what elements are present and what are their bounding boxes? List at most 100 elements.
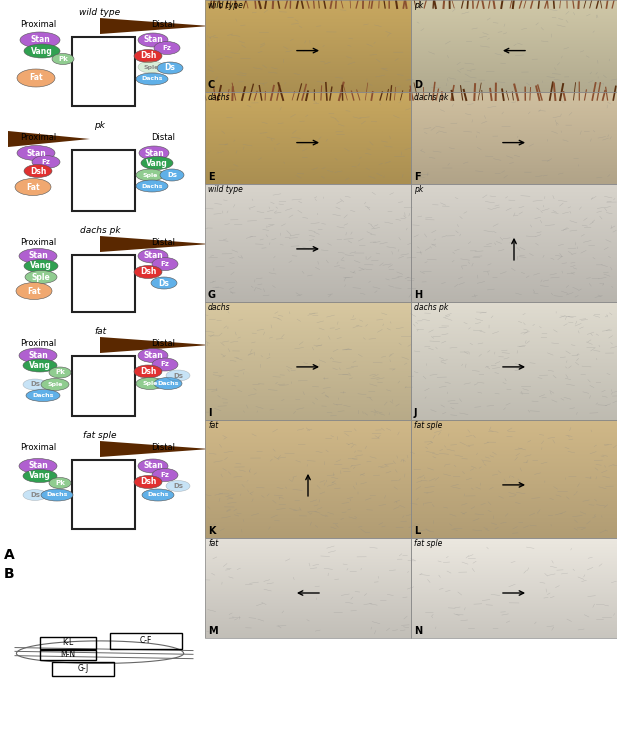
Ellipse shape <box>19 248 57 263</box>
Ellipse shape <box>25 271 57 283</box>
Ellipse shape <box>49 478 71 489</box>
Bar <box>72 37 135 106</box>
Ellipse shape <box>19 458 57 473</box>
Bar <box>205 184 411 302</box>
Text: Stan: Stan <box>143 251 163 260</box>
Bar <box>72 150 135 211</box>
Ellipse shape <box>16 283 52 300</box>
Text: Dsh: Dsh <box>140 51 156 60</box>
Text: dachs pk: dachs pk <box>414 93 448 102</box>
Ellipse shape <box>138 249 168 263</box>
Text: Dachs: Dachs <box>46 493 68 498</box>
Text: wild type: wild type <box>208 185 243 194</box>
Ellipse shape <box>15 179 51 196</box>
Text: Dachs: Dachs <box>147 493 168 498</box>
Ellipse shape <box>24 44 60 58</box>
Bar <box>205 538 411 638</box>
Text: Dsh: Dsh <box>140 367 156 376</box>
Text: H: H <box>414 290 422 300</box>
Ellipse shape <box>32 155 60 168</box>
Polygon shape <box>8 131 90 147</box>
Text: G-J: G-J <box>77 664 89 673</box>
Text: Fz: Fz <box>160 472 170 478</box>
Text: B: B <box>4 567 15 581</box>
Ellipse shape <box>136 169 164 181</box>
Text: dachs pk: dachs pk <box>80 226 120 235</box>
Text: Stan: Stan <box>144 149 164 158</box>
Text: Fat: Fat <box>29 74 43 83</box>
Text: Distal: Distal <box>151 238 175 247</box>
Text: wild type: wild type <box>208 1 243 10</box>
Text: Vang: Vang <box>30 261 52 271</box>
Text: Distal: Distal <box>151 133 175 142</box>
Text: Proximal: Proximal <box>20 133 56 142</box>
Text: Distal: Distal <box>151 339 175 348</box>
Ellipse shape <box>154 42 180 54</box>
Text: Pk: Pk <box>58 56 68 62</box>
Polygon shape <box>100 337 210 353</box>
Text: Vang: Vang <box>29 361 51 370</box>
Bar <box>411 420 617 538</box>
Text: K: K <box>208 526 215 536</box>
Bar <box>40 650 96 659</box>
Text: Stan: Stan <box>28 251 48 260</box>
Polygon shape <box>100 236 210 252</box>
Text: K-L: K-L <box>62 638 73 647</box>
Text: Dachs: Dachs <box>32 393 54 398</box>
Text: D: D <box>414 80 422 90</box>
Bar <box>205 0 411 92</box>
Text: Dsh: Dsh <box>140 268 156 277</box>
Ellipse shape <box>20 32 60 48</box>
Ellipse shape <box>23 469 57 483</box>
Text: Fz: Fz <box>41 159 51 165</box>
Text: Dsh: Dsh <box>30 167 46 176</box>
Text: Dachs: Dachs <box>157 381 179 386</box>
Polygon shape <box>100 441 210 457</box>
Text: Ds: Ds <box>30 382 40 388</box>
Ellipse shape <box>49 367 71 378</box>
Text: Proximal: Proximal <box>20 443 56 452</box>
Text: L: L <box>414 526 420 536</box>
Text: Stan: Stan <box>28 461 48 470</box>
Text: dachs: dachs <box>208 93 231 102</box>
Text: Sple: Sple <box>48 382 63 387</box>
Text: Ds: Ds <box>165 63 175 72</box>
Text: F: F <box>414 172 421 182</box>
Ellipse shape <box>23 379 47 390</box>
Ellipse shape <box>136 73 168 85</box>
Text: Fz: Fz <box>162 45 172 51</box>
Ellipse shape <box>160 169 184 181</box>
Text: fat sple: fat sple <box>414 421 442 430</box>
Ellipse shape <box>139 146 169 160</box>
Bar <box>72 356 135 416</box>
Bar <box>205 92 411 184</box>
Text: Stan: Stan <box>143 461 163 470</box>
Bar <box>205 420 411 538</box>
Ellipse shape <box>136 377 164 390</box>
Text: Stan: Stan <box>30 36 50 45</box>
Text: Ds: Ds <box>173 373 183 379</box>
Text: Dsh: Dsh <box>140 478 156 487</box>
Ellipse shape <box>17 146 55 161</box>
Ellipse shape <box>138 348 168 362</box>
Text: Sple: Sple <box>143 173 158 178</box>
Bar <box>52 661 114 676</box>
Bar <box>411 92 617 184</box>
Ellipse shape <box>142 489 174 501</box>
Ellipse shape <box>152 469 178 481</box>
Ellipse shape <box>26 390 60 402</box>
Text: Ds: Ds <box>167 172 177 178</box>
Bar <box>411 538 617 638</box>
Text: Distal: Distal <box>151 443 175 452</box>
Text: M-N: M-N <box>60 650 75 659</box>
Text: Sple: Sple <box>143 65 159 69</box>
Ellipse shape <box>52 54 74 65</box>
Bar <box>411 302 617 420</box>
Ellipse shape <box>23 490 47 501</box>
Ellipse shape <box>152 358 178 371</box>
Bar <box>40 637 96 649</box>
Ellipse shape <box>152 257 178 271</box>
Text: C-F: C-F <box>140 636 152 645</box>
Text: pk: pk <box>414 185 423 194</box>
Bar <box>72 460 135 529</box>
